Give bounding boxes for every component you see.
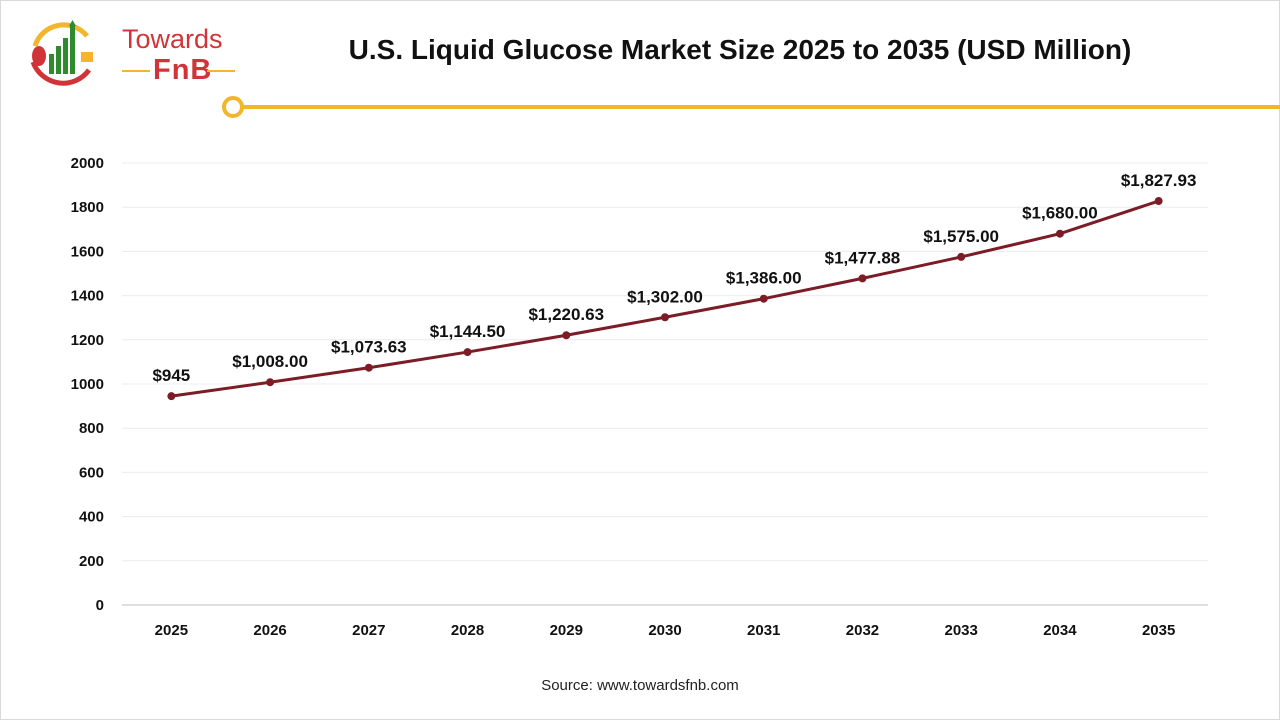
data-label: $1,827.93 <box>1121 171 1197 190</box>
data-point <box>364 363 373 372</box>
y-tick-label: 0 <box>96 597 104 614</box>
data-label: $1,386.00 <box>726 269 802 288</box>
data-label: $1,008.00 <box>232 352 308 371</box>
chart-title: U.S. Liquid Glucose Market Size 2025 to … <box>348 34 1132 65</box>
y-tick-label: 800 <box>79 420 104 437</box>
data-label: $1,575.00 <box>923 227 999 246</box>
y-tick-label: 1800 <box>71 199 104 216</box>
data-point <box>858 274 867 283</box>
logo-dash-left <box>122 70 150 72</box>
y-tick-label: 1600 <box>71 243 104 260</box>
data-point <box>562 331 571 340</box>
data-point <box>661 313 669 322</box>
x-tick-label: 2030 <box>648 622 681 639</box>
x-tick-label: 2034 <box>1043 622 1077 639</box>
data-label: $945 <box>152 366 190 385</box>
data-label: $1,302.00 <box>627 287 703 306</box>
y-tick-label: 200 <box>79 553 104 570</box>
x-tick-label: 2029 <box>550 622 583 639</box>
y-tick-label: 400 <box>79 509 104 526</box>
data-point <box>1154 197 1163 206</box>
data-point <box>266 378 275 387</box>
data-point <box>759 294 768 303</box>
x-tick-label: 2025 <box>155 622 188 639</box>
logo-icon <box>30 20 93 86</box>
x-tick-label: 2032 <box>846 622 879 639</box>
logo-text-fnb: FnB <box>153 54 213 86</box>
y-tick-label: 2000 <box>71 155 104 172</box>
logo-text-towards: Towards <box>122 24 223 54</box>
data-label: $1,144.50 <box>430 322 506 341</box>
x-tick-label: 2026 <box>253 622 286 639</box>
data-point <box>167 392 176 401</box>
data-label: $1,477.88 <box>825 248 901 267</box>
data-label: $1,220.63 <box>528 305 604 324</box>
x-tick-label: 2031 <box>747 622 780 639</box>
data-point <box>957 252 966 261</box>
source-note: Source: www.towardsfnb.com <box>541 677 739 694</box>
data-label: $1,073.63 <box>331 338 407 357</box>
y-tick-label: 600 <box>79 464 104 481</box>
x-tick-label: 2027 <box>352 622 385 639</box>
x-tick-label: 2035 <box>1142 622 1175 639</box>
y-tick-label: 1000 <box>71 376 104 393</box>
data-label: $1,680.00 <box>1022 204 1098 223</box>
data-point <box>463 348 472 357</box>
accent-dot <box>222 96 244 118</box>
accent-line <box>240 105 1280 109</box>
y-tick-label: 1400 <box>71 288 104 305</box>
towards-fnb-logo: Towards FnB <box>25 18 235 90</box>
y-tick-label: 1200 <box>71 332 104 349</box>
logo-dash-right <box>207 70 235 72</box>
x-tick-label: 2028 <box>451 622 484 639</box>
x-tick-label: 2033 <box>944 622 977 639</box>
data-point <box>1055 229 1064 238</box>
